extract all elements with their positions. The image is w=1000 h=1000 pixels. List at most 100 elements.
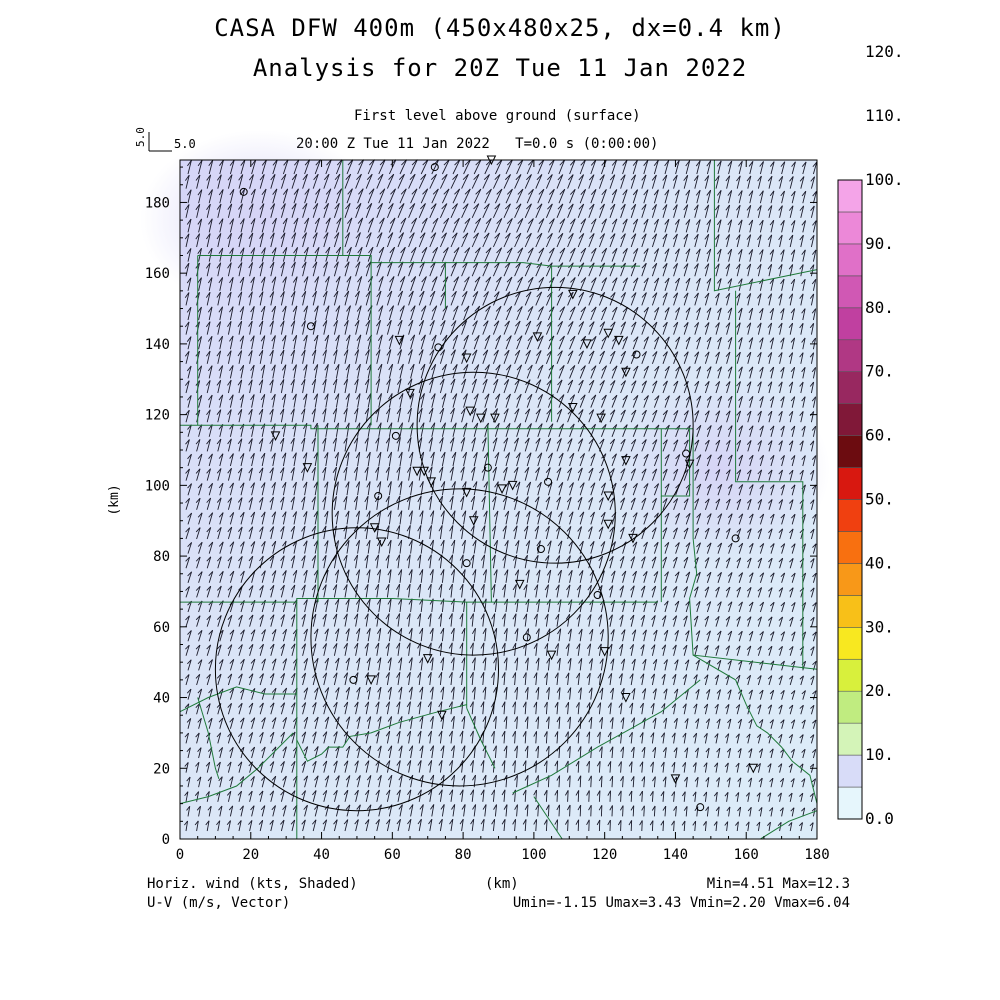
wind-vector [569, 687, 572, 700]
wind-vector-head [398, 686, 403, 693]
wind-vector [196, 703, 200, 715]
wind-vector [675, 600, 680, 613]
wind-vector [251, 570, 256, 583]
wind-vector-head [577, 775, 582, 781]
wind-vector [441, 657, 445, 671]
wind-vector-head [608, 585, 614, 591]
wind-vector-head [303, 599, 308, 605]
wind-vector [514, 525, 518, 540]
wind-vector [397, 584, 401, 598]
wind-vector-head [673, 439, 679, 445]
wind-vector [249, 556, 254, 569]
wind-vector-head [217, 585, 222, 591]
wind-vector-head [694, 806, 699, 811]
wind-vector-head [303, 687, 309, 693]
wind-vector-head [811, 748, 817, 753]
wind-vector-head [280, 496, 285, 503]
wind-vector-head [387, 569, 392, 576]
wind-vector [673, 586, 678, 598]
wind-vector-head [438, 671, 443, 678]
wind-vector [259, 614, 264, 627]
wind-vector-head [364, 407, 370, 415]
wind-vector-head [652, 747, 657, 753]
wind-vector [556, 350, 563, 364]
wind-vector [323, 731, 328, 744]
wind-vector [272, 364, 276, 379]
wind-vector [314, 423, 318, 437]
wind-vector-head [514, 349, 521, 356]
wind-vector [696, 542, 701, 554]
wind-vector-head [387, 598, 392, 605]
wind-vector [251, 364, 255, 379]
wind-vector-head [240, 658, 245, 664]
wind-vector [683, 703, 687, 715]
wind-vector [812, 514, 817, 525]
wind-vector-head [218, 571, 224, 577]
wind-vector-head [385, 437, 391, 444]
wind-vector [441, 481, 446, 496]
wind-vector [590, 746, 593, 759]
wind-vector-head [406, 583, 411, 591]
wind-vector-head [324, 657, 329, 664]
wind-vector [789, 646, 794, 656]
wind-vector-head [482, 657, 487, 664]
wind-vector-head [675, 512, 680, 518]
wind-vector [579, 453, 586, 467]
wind-vector [439, 408, 445, 423]
wind-vector [810, 734, 815, 744]
wind-vector [749, 689, 753, 700]
wind-vector-head [630, 497, 636, 503]
wind-vector-head [185, 615, 190, 621]
wind-vector [630, 585, 635, 598]
wind-vector [673, 556, 678, 569]
wind-vector-head [398, 481, 403, 488]
wind-vector-head [799, 440, 804, 446]
wind-vector-head [459, 583, 464, 591]
wind-vector-head [791, 572, 796, 578]
wind-vector [196, 615, 201, 627]
wind-vector [706, 777, 710, 788]
wind-vector [227, 379, 232, 394]
wind-vector [651, 556, 657, 569]
wind-vector [728, 366, 733, 379]
wind-vector-head [240, 541, 245, 547]
wind-vector-head [643, 512, 649, 518]
wind-vector-head [799, 792, 804, 797]
wind-vector-head [184, 674, 190, 679]
wind-vector [673, 644, 677, 656]
wind-vector [662, 380, 668, 394]
wind-vector-head [662, 805, 667, 811]
wind-vector [526, 394, 533, 408]
wind-vector [588, 526, 593, 540]
wind-vector [622, 453, 628, 467]
wind-vector-head [706, 542, 712, 548]
wind-vector-head [736, 381, 741, 387]
wind-vector [717, 366, 722, 379]
wind-vector [494, 569, 498, 583]
wind-vector-head [239, 717, 245, 723]
wind-vector-head [768, 616, 773, 621]
wind-vector [779, 352, 783, 364]
wind-vector [325, 658, 330, 671]
wind-vector-head [429, 539, 434, 547]
wind-vector-head [322, 496, 327, 503]
wind-vector-head [417, 701, 422, 708]
wind-vector [524, 555, 528, 569]
wind-vector [344, 760, 349, 773]
wind-vector [217, 732, 222, 744]
wind-vector-head [642, 658, 647, 665]
wind-vector-head [226, 820, 231, 826]
wind-vector [651, 410, 658, 423]
wind-vector-head [250, 541, 256, 547]
wind-vector-head [334, 598, 340, 605]
wind-vector [622, 746, 625, 759]
wind-vector-head [522, 672, 527, 679]
wind-vector-head [459, 789, 464, 796]
wind-vector [367, 510, 371, 525]
wind-vector [452, 364, 458, 379]
wind-vector [229, 805, 234, 817]
wind-vector-head [599, 687, 604, 694]
wind-vector [355, 613, 359, 627]
wind-vector-head [314, 775, 319, 781]
wind-vector-head [451, 539, 456, 547]
